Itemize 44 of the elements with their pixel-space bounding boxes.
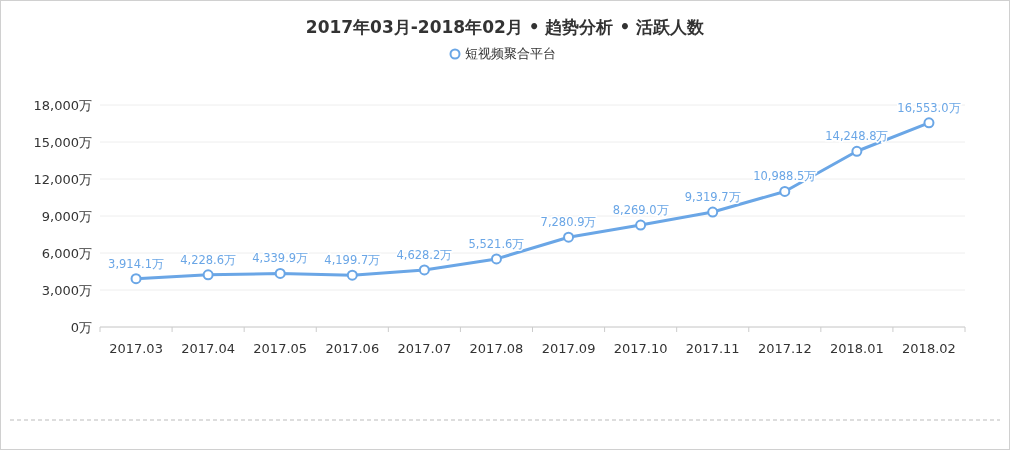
data-label: 4,628.2万 (396, 247, 453, 262)
point (490, 253, 502, 265)
data-label: 3,914.1万 (108, 256, 164, 271)
y-tick-label: 9,000万 (41, 208, 92, 224)
x-tick-label: 2017.07 (397, 341, 452, 356)
point (418, 264, 430, 276)
y-tick-label: 12,000万 (33, 171, 92, 187)
point (202, 269, 214, 281)
x-tick-label: 2017.06 (325, 341, 380, 356)
point (923, 117, 935, 129)
point (346, 269, 358, 281)
point (707, 206, 719, 218)
point (274, 267, 286, 279)
data-label: 14,248.8万 (825, 129, 889, 144)
chart-title: 2017年03月-2018年02月 • 趋势分析 • 活跃人数 (305, 17, 706, 37)
point (779, 185, 791, 197)
x-tick-label: 2017.09 (541, 341, 596, 356)
data-label: 4,199.7万 (324, 253, 381, 268)
data-label: 9,319.7万 (684, 190, 741, 205)
data-label: 8,269.0万 (612, 203, 669, 218)
x-tick-label: 2017.04 (181, 341, 236, 356)
x-tick-label: 2017.12 (757, 341, 812, 356)
x-tick-label: 2018.01 (829, 341, 884, 356)
data-label: 16,553.0万 (897, 100, 961, 115)
legend-label: 短视频聚合平台 (465, 46, 556, 61)
x-tick-label: 2017.08 (469, 341, 524, 356)
y-tick-label: 3,000万 (41, 282, 92, 298)
point (563, 231, 575, 243)
point (635, 219, 647, 231)
point (851, 145, 863, 157)
x-tick-label: 2017.03 (109, 341, 163, 356)
x-tick-label: 2017.10 (613, 341, 668, 356)
data-label: 7,280.9万 (540, 215, 597, 230)
x-tick-label: 2017.05 (253, 341, 308, 356)
point (130, 273, 142, 285)
y-tick-label: 18,000万 (33, 97, 92, 113)
data-label: 5,521.6万 (468, 236, 525, 251)
y-tick-label: 0万 (70, 319, 92, 335)
y-tick-label: 15,000万 (33, 134, 92, 150)
x-tick-label: 2018.02 (902, 341, 956, 356)
data-label: 4,228.6万 (180, 252, 237, 267)
data-label: 4,339.9万 (252, 251, 309, 266)
x-tick-label: 2017.11 (685, 341, 740, 356)
y-tick-label: 6,000万 (41, 245, 92, 261)
